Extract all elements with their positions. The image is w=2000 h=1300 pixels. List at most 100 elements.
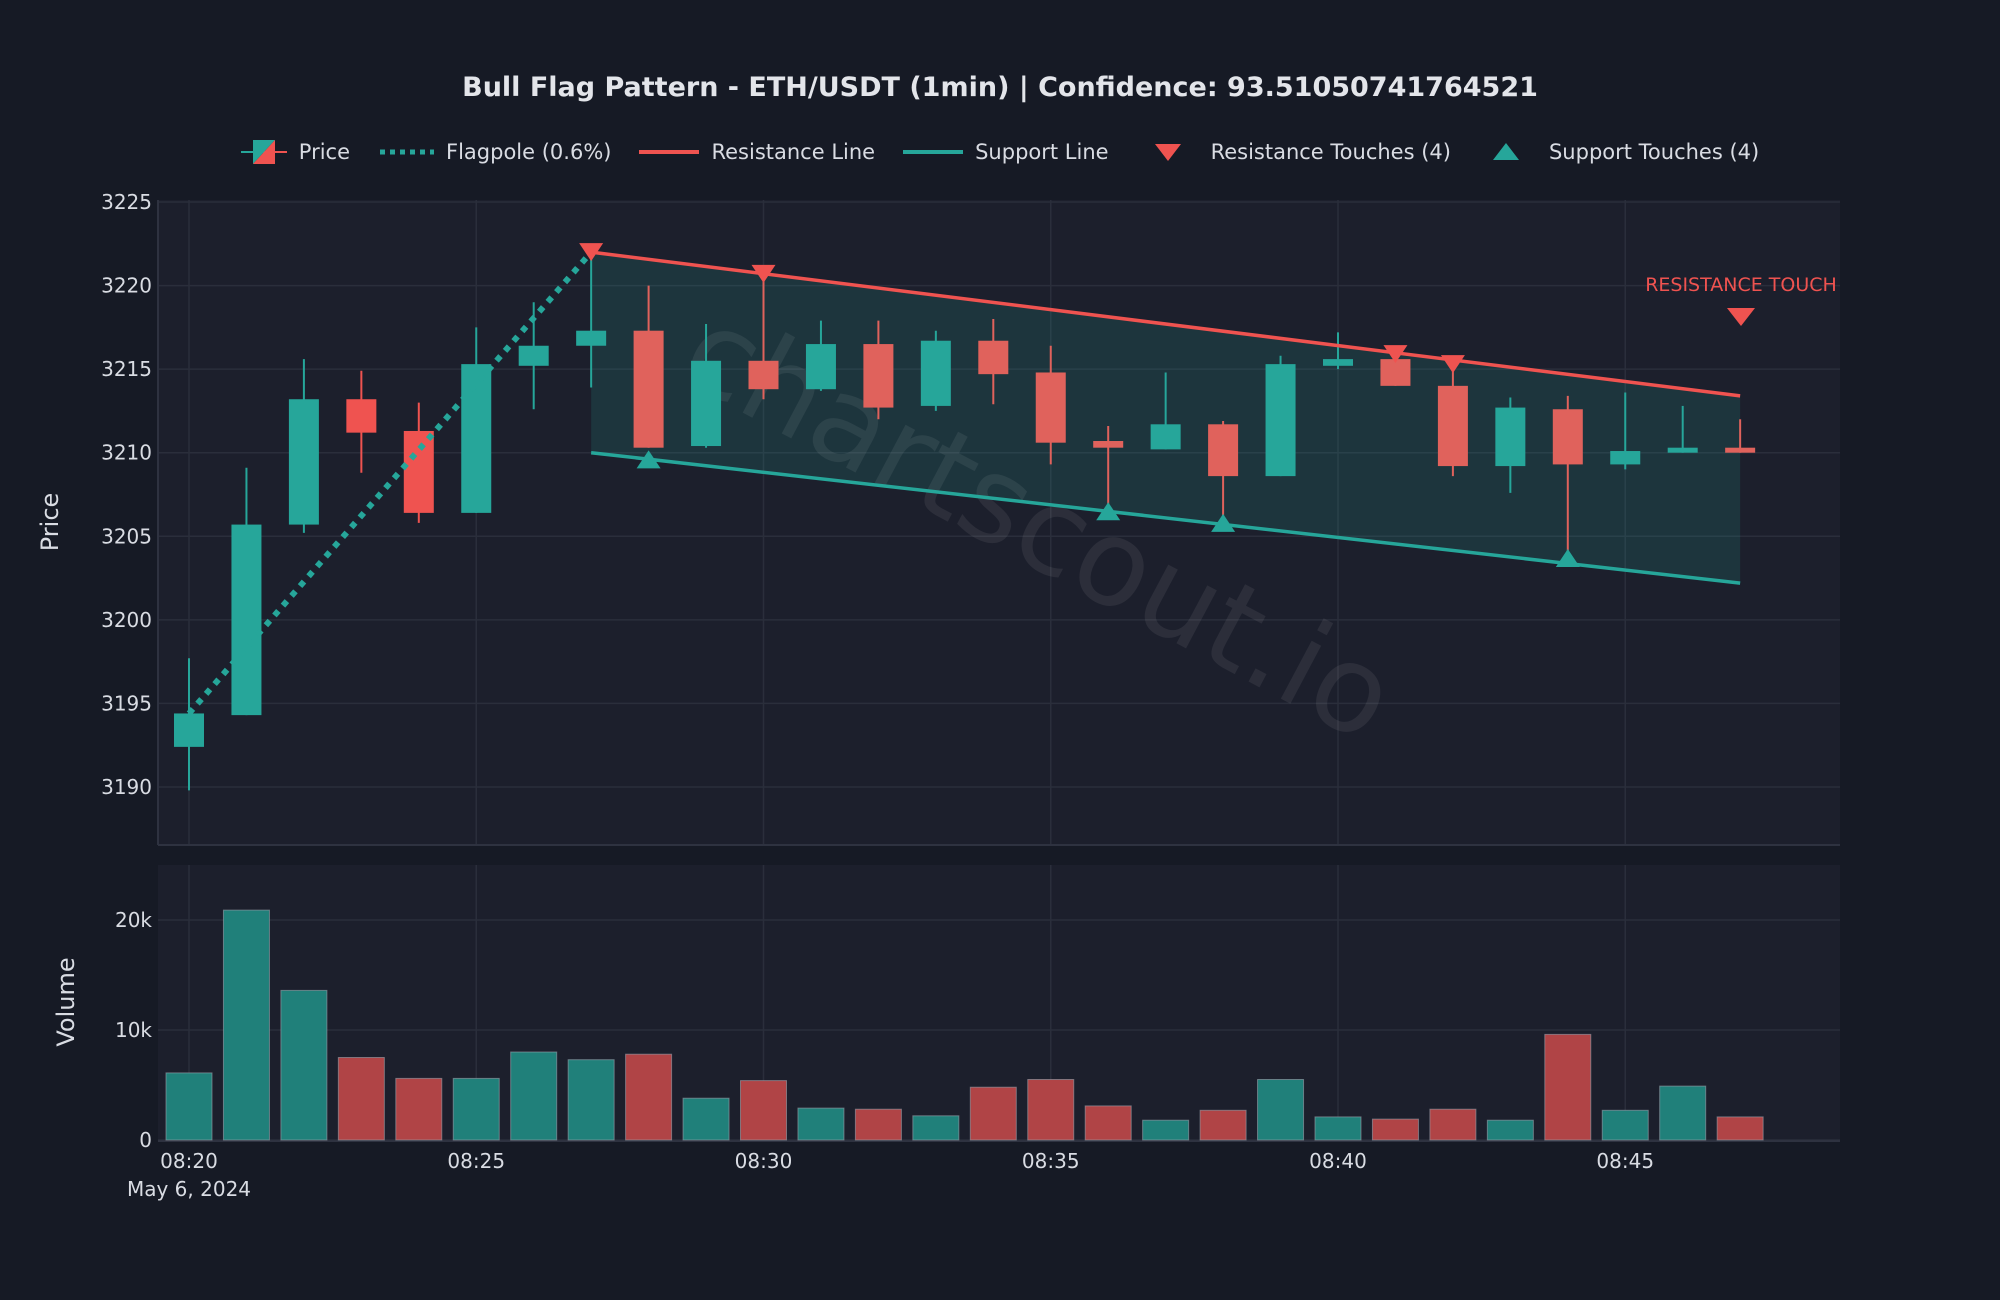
- volume-bar: [1371, 1118, 1419, 1141]
- volume-bar: [1601, 1109, 1649, 1141]
- candle-body: [174, 713, 204, 747]
- candle-body: [1265, 364, 1296, 477]
- teal-line-icon: [903, 150, 964, 154]
- resistance-touch-annotation: RESISTANCE TOUCH: [1645, 274, 1837, 296]
- volume-bar: [1544, 1033, 1592, 1141]
- triangle-up-icon: [1492, 143, 1519, 160]
- support-touch-marker: [636, 450, 661, 469]
- candle-body: [633, 330, 664, 448]
- candle-body: [1725, 447, 1756, 453]
- volume-bar: [452, 1077, 500, 1141]
- volume-bar: [682, 1097, 730, 1141]
- chart-title: Bull Flag Pattern - ETH/USDT (1min) | Co…: [462, 72, 1538, 103]
- candle-body: [1495, 407, 1526, 467]
- volume-bar: [280, 989, 328, 1141]
- candle-body: [978, 340, 1009, 375]
- resistance-touch-marker: [751, 264, 776, 283]
- candle-body: [748, 360, 779, 390]
- legend-item-price[interactable]: Price: [240, 138, 351, 166]
- volume-bar: [625, 1053, 673, 1141]
- price-tick-label: 3190: [101, 775, 152, 799]
- volume-bar: [797, 1107, 845, 1141]
- annotation-arrow-icon: [1727, 308, 1755, 326]
- legend-item-support-touches[interactable]: Support Touches (4): [1491, 140, 1759, 164]
- price-panel: [158, 200, 1840, 845]
- price-tick-label: 3210: [101, 441, 152, 465]
- legend-label-price: Price: [298, 140, 351, 164]
- candle-body: [576, 330, 607, 346]
- candle-body: [920, 340, 951, 406]
- candle-body: [518, 345, 549, 366]
- price-tick-label: 3225: [101, 190, 152, 214]
- candle-body: [1323, 359, 1353, 366]
- pattern-overlays: [186, 243, 1741, 716]
- price-tick-label: 3220: [101, 274, 152, 298]
- resistance-touch-marker: [1440, 355, 1465, 374]
- volume-bar: [1429, 1108, 1477, 1141]
- support-line: [590, 450, 1741, 585]
- legend-item-support-line[interactable]: Support Line: [903, 140, 1109, 164]
- volume-bar: [222, 909, 270, 1141]
- volume-bar: [1659, 1085, 1707, 1141]
- volume-bar: [1027, 1079, 1075, 1141]
- candle-body: [346, 399, 377, 433]
- legend-label-support-line: Support Line: [975, 140, 1109, 164]
- legend: Price Flagpole (0.6%) Resistance Line Su…: [0, 138, 2000, 166]
- legend-label-support-touches: Support Touches (4): [1548, 140, 1760, 164]
- resistance-line: [590, 250, 1741, 398]
- triangle-down-icon: [1154, 144, 1181, 161]
- support-touch-marker: [1211, 513, 1236, 532]
- volume-tick-label: 0: [139, 1128, 152, 1152]
- time-tick-label: 08:30: [735, 1149, 793, 1173]
- volume-bar: [165, 1072, 213, 1141]
- volume-tick-label: 20k: [115, 908, 152, 932]
- volume-bar: [1199, 1109, 1247, 1141]
- time-tick-label: 08:20: [160, 1149, 218, 1173]
- volume-bar: [1084, 1105, 1132, 1141]
- volume-bar: [969, 1086, 1017, 1141]
- resistance-touch-marker: [1383, 345, 1408, 364]
- price-tick-label: 3205: [101, 524, 152, 548]
- red-line-icon: [639, 150, 700, 154]
- time-tick-label: 08:45: [1596, 1149, 1654, 1173]
- candle-body: [863, 344, 894, 408]
- candle-body: [805, 344, 836, 390]
- candle-body: [1380, 359, 1411, 386]
- legend-label-resistance-touches: Resistance Touches (4): [1210, 140, 1451, 164]
- candle-body: [231, 524, 262, 716]
- time-tick-label: 08:25: [447, 1149, 505, 1173]
- date-label: May 6, 2024: [127, 1177, 251, 1201]
- volume-bar: [1716, 1116, 1764, 1141]
- legend-label-flagpole: Flagpole (0.6%): [446, 140, 612, 164]
- candle-body: [1035, 372, 1066, 443]
- volume-bar: [1142, 1119, 1190, 1141]
- volume-bar: [510, 1051, 558, 1141]
- volume-axis-title: Volume: [52, 957, 80, 1046]
- volume-bar: [1257, 1079, 1305, 1141]
- legend-item-flagpole[interactable]: Flagpole (0.6%): [378, 140, 611, 164]
- price-axis-title: Price: [36, 493, 64, 552]
- candle-body: [1437, 385, 1468, 467]
- candle-body: [1552, 409, 1583, 465]
- candle-body: [1208, 424, 1239, 477]
- time-axis: 08:20 08:25 08:30 08:35 08:40 08:45: [160, 1149, 1654, 1173]
- legend-item-resistance-touches[interactable]: Resistance Touches (4): [1153, 140, 1451, 164]
- price-tick-label: 3215: [101, 357, 152, 381]
- candle-body: [1150, 424, 1181, 450]
- volume-bar: [912, 1115, 960, 1141]
- candle-body: [691, 360, 722, 447]
- volume-tick-label: 10k: [115, 1018, 152, 1042]
- volume-bar: [337, 1057, 385, 1141]
- price-tick-label: 3200: [101, 608, 152, 632]
- dotted-line-icon: [380, 149, 435, 155]
- price-tick-label: 3195: [101, 691, 152, 715]
- candlestick-icon: [240, 140, 287, 164]
- candle-body: [288, 399, 319, 525]
- flagpole-line: [186, 250, 594, 716]
- legend-item-resistance-line[interactable]: Resistance Line: [639, 140, 875, 164]
- candle-body: [403, 430, 434, 513]
- candle-body: [1093, 441, 1124, 448]
- candlestick-series: [174, 252, 1756, 791]
- candle-body: [1610, 451, 1641, 465]
